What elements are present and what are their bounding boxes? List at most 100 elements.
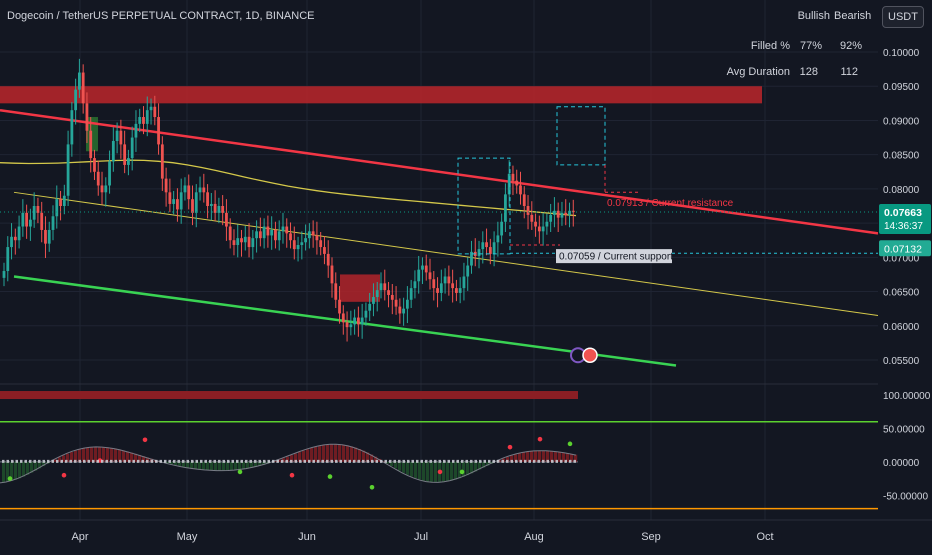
osc-histogram-bar [310,448,313,462]
osc-zero-marker [533,460,536,463]
osc-zero-marker [232,460,235,463]
osc-zero-marker [223,460,226,463]
osc-histogram-bar [354,448,357,462]
candle-body [406,300,409,309]
candle-body [300,242,303,245]
osc-zero-marker [61,460,64,463]
zones [0,86,762,302]
candle-body [515,181,518,186]
osc-zero-marker [173,460,176,463]
y-tick-label: 0.06500 [883,288,920,299]
osc-histogram-bar [462,462,465,477]
osc-histogram-bar [218,462,221,471]
candle-body [101,185,104,192]
osc-signal-dot [328,474,333,479]
candle-body [519,185,522,194]
x-tick-label: Jul [414,531,428,543]
osc-signal-dot [370,485,375,490]
osc-zero-marker [331,460,334,463]
osc-zero-marker [425,460,428,463]
osc-histogram-bar [402,462,405,473]
candle-body [29,220,32,227]
candle-body [108,162,111,186]
osc-zero-marker [412,460,415,463]
candle-body [233,240,236,245]
osc-histogram-bar [222,462,225,471]
candle-body [274,230,277,240]
osc-signal-dot [8,476,13,481]
candle-body [48,230,51,244]
osc-histogram-bar [418,462,421,480]
candle-body [142,117,145,124]
osc-signal-dot [238,470,243,475]
support-badge-value: 0.07132 [884,243,922,255]
osc-histogram-bar [346,445,349,461]
candle-body [376,290,379,297]
osc-histogram-bar [314,447,317,462]
osc-zero-marker [380,460,383,463]
candle-body [334,283,337,299]
candle-body [3,271,6,278]
osc-zero-marker [376,460,379,463]
osc-zero-marker [511,460,514,463]
osc-zero-marker [119,460,122,463]
osc-signal-dot [290,473,295,478]
channel-inner-line [14,192,878,315]
candle-body [361,318,364,325]
osc-zero-marker [304,460,307,463]
candle-body [97,172,100,186]
osc-zero-marker [34,460,37,463]
osc-zero-marker [205,460,208,463]
osc-histogram-bar [18,462,21,478]
osc-histogram-bar [338,444,341,462]
osc-zero-marker [227,460,230,463]
osc-zero-marker [133,460,136,463]
osc-zero-marker [443,460,446,463]
osc-zero-marker [20,460,23,463]
candle-body [18,227,21,241]
osc-zero-marker [574,460,577,463]
osc-histogram-bar [238,462,241,470]
osc-histogram-bar [214,462,217,471]
osc-zero-marker [322,460,325,463]
osc-zero-marker [493,460,496,463]
osc-signal-dot [438,470,443,475]
osc-top-band [0,391,578,399]
osc-zero-marker [398,460,401,463]
candle-body [52,216,55,230]
osc-zero-marker [353,460,356,463]
osc-signal-dot [568,442,573,447]
candle-body [112,141,115,162]
support-label: 0.07059 / Current support [559,252,673,263]
candle-body [455,288,458,293]
osc-histogram-bar [82,449,85,462]
y-tick-label: 0.08500 [883,151,920,162]
osc-y-tick-label: 50.00000 [883,424,925,435]
osc-zero-marker [142,460,145,463]
candle-body [150,107,153,110]
osc-zero-marker [56,460,59,463]
osc-zero-marker [551,460,554,463]
currency-button[interactable]: USDT [882,6,924,28]
candle-body [135,124,138,138]
candle-body [395,300,398,307]
osc-zero-marker [187,460,190,463]
flag-icon [583,348,597,362]
candle-body [316,235,319,240]
candle-body [331,266,334,284]
candle-body [40,213,43,230]
osc-zero-marker [29,460,32,463]
candle-body [33,206,36,220]
candle-body [304,238,307,242]
osc-zero-marker [506,460,509,463]
x-tick-label: Oct [756,531,773,543]
candle-body [346,322,349,327]
candle-body [451,283,454,288]
candle-body [244,237,247,242]
osc-zero-marker [565,460,568,463]
candle-body [538,227,541,232]
candle-body [67,144,70,195]
osc-zero-marker [43,460,46,463]
osc-histogram-bar [450,462,453,481]
